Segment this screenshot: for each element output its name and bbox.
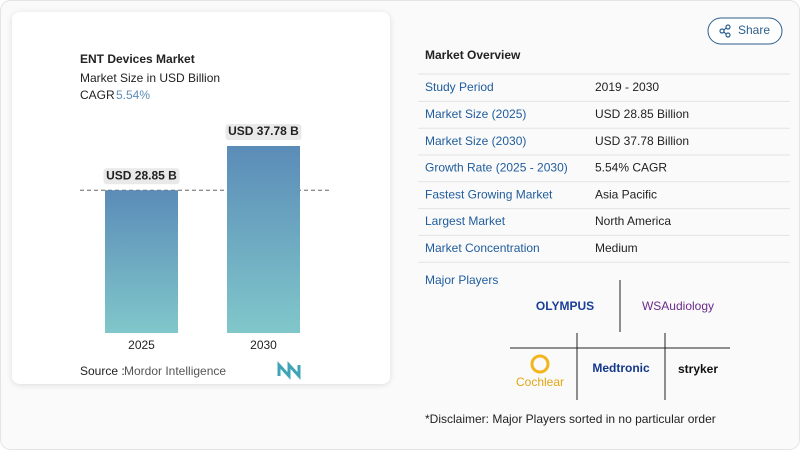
x-tick-label: 2030 xyxy=(250,338,277,352)
disclaimer: *Disclaimer: Major Players sorted in no … xyxy=(425,412,716,426)
share-text[interactable]: Share xyxy=(738,23,770,37)
row-value: USD 28.85 Billion xyxy=(595,107,689,121)
row-value: 5.54% CAGR xyxy=(595,161,667,175)
player-logo: Cochlear xyxy=(516,375,564,389)
value-label-bg xyxy=(225,124,302,140)
row-value: 2019 - 2030 xyxy=(595,80,659,94)
chart-title: ENT Devices Market xyxy=(80,52,195,66)
chart-subtitle: Market Size in USD Billion xyxy=(80,71,220,85)
bar xyxy=(105,190,178,333)
x-tick-label: 2025 xyxy=(128,338,155,352)
value-label: USD 37.78 B xyxy=(228,124,299,138)
value-label: USD 28.85 B xyxy=(106,168,177,182)
row-label: Market Size (2030) xyxy=(425,134,526,148)
row-label: Market Concentration xyxy=(425,241,540,255)
logo-grid xyxy=(510,280,730,400)
row-value: USD 37.78 Billion xyxy=(595,134,689,148)
row-label: Growth Rate (2025 - 2030) xyxy=(425,161,568,175)
brand-icon xyxy=(277,361,301,380)
source-label: Source : xyxy=(80,364,125,378)
share-button[interactable]: Share xyxy=(707,17,783,45)
player-logo: WSAudiology xyxy=(642,299,714,313)
cagr-value: 5.54% xyxy=(116,88,150,102)
bar xyxy=(227,146,300,333)
cochlear-icon xyxy=(530,354,550,374)
row-value: North America xyxy=(595,214,671,228)
chart-card xyxy=(12,12,390,384)
cagr-label: CAGR xyxy=(80,88,115,102)
player-logo: stryker xyxy=(678,362,718,376)
row-value: Medium xyxy=(595,241,638,255)
row-label: Fastest Growing Market xyxy=(425,187,553,201)
row-label: Market Size (2025) xyxy=(425,107,526,121)
source: Mordor Intelligence xyxy=(124,364,226,378)
player-logo: Medtronic xyxy=(592,361,650,375)
row-label: Largest Market xyxy=(425,214,506,228)
row-value: Asia Pacific xyxy=(595,187,657,201)
row-label: Study Period xyxy=(425,80,494,94)
value-label-bg xyxy=(103,168,180,185)
overview-title: Market Overview xyxy=(425,48,521,62)
players-title: Major Players xyxy=(425,273,498,287)
player-logo: OLYMPUS xyxy=(536,299,594,313)
